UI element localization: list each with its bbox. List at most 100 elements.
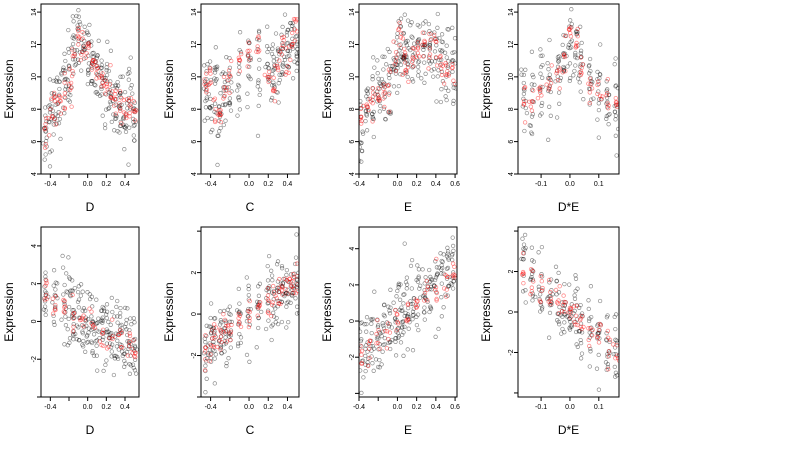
y-tick-label: 4: [349, 172, 356, 176]
fitted-point: [211, 344, 217, 350]
observed-point: [227, 304, 232, 309]
y-tick-label: -2: [191, 352, 198, 358]
observed-point: [245, 314, 250, 319]
observed-point: [123, 361, 128, 366]
observed-point: [391, 56, 396, 61]
observed-point: [236, 310, 242, 315]
observed-point: [202, 118, 207, 123]
observed-point: [359, 390, 364, 396]
observed-point: [109, 349, 114, 354]
fitted-point: [588, 82, 593, 87]
observed-point: [445, 284, 451, 289]
observed-point: [90, 320, 95, 325]
observed-point: [218, 91, 223, 96]
observed-point: [107, 99, 113, 105]
observed-point: [290, 293, 295, 299]
fitted-point: [131, 338, 136, 343]
observed-point: [285, 54, 290, 59]
observed-point: [377, 81, 383, 87]
fitted-point: [439, 61, 444, 67]
fitted-point: [265, 293, 271, 298]
fitted-point: [62, 94, 67, 100]
observed-point: [613, 113, 619, 118]
observed-point: [410, 348, 416, 353]
observed-point: [274, 62, 280, 67]
observed-point: [246, 286, 251, 292]
observed-point: [421, 54, 426, 59]
observed-point: [440, 39, 446, 45]
fitted-point: [104, 346, 110, 351]
observed-point: [605, 354, 610, 359]
observed-point: [571, 311, 576, 316]
observed-point: [236, 286, 241, 292]
observed-point: [573, 63, 578, 68]
observed-point: [275, 288, 280, 293]
observed-point: [255, 299, 260, 304]
observed-point: [279, 72, 284, 77]
observed-point: [578, 340, 584, 346]
fitted-point: [43, 126, 48, 131]
observed-point: [285, 28, 290, 33]
observed-point: [71, 33, 76, 38]
observed-point: [615, 126, 619, 132]
observed-point: [67, 64, 72, 69]
observed-point: [220, 102, 226, 107]
observed-point: [388, 305, 393, 310]
observed-point: [605, 362, 611, 367]
observed-point: [580, 314, 585, 319]
observed-point: [125, 106, 130, 111]
observed-point: [76, 60, 82, 65]
observed-point: [425, 284, 430, 289]
observed-point: [446, 283, 452, 289]
observed-point: [382, 84, 387, 90]
fitted-point: [90, 58, 96, 63]
x-tick-label: -0.4: [44, 404, 56, 411]
observed-point: [227, 101, 233, 106]
y-tick-label: 2: [508, 269, 515, 273]
observed-point: [104, 68, 109, 73]
x-tick-label: 0.1: [594, 404, 604, 411]
observed-point: [275, 285, 280, 290]
observed-point: [445, 293, 450, 298]
observed-point: [569, 314, 574, 319]
observed-point: [66, 63, 72, 68]
x-tick-label: 0.4: [431, 181, 441, 188]
observed-point: [409, 20, 414, 25]
observed-point: [404, 286, 409, 291]
fitted-point: [586, 326, 591, 331]
observed-point: [83, 318, 88, 324]
observed-point: [132, 368, 138, 373]
observed-point: [131, 337, 136, 342]
observed-point: [255, 302, 261, 308]
fitted-point: [276, 301, 281, 306]
observed-point: [545, 61, 550, 66]
observed-point: [68, 293, 73, 299]
observed-point: [521, 80, 526, 86]
observed-point: [402, 241, 407, 246]
observed-point: [90, 350, 95, 356]
observed-point: [269, 95, 275, 101]
observed-point: [91, 54, 96, 60]
observed-point: [71, 308, 76, 313]
observed-point: [448, 281, 453, 286]
observed-point: [201, 351, 207, 356]
observed-point: [132, 100, 137, 105]
observed-point: [71, 332, 76, 337]
observed-point: [92, 59, 98, 64]
fitted-point: [84, 51, 89, 56]
observed-point: [274, 89, 279, 95]
fitted-point: [401, 55, 407, 60]
observed-point: [227, 334, 232, 339]
fitted-point: [255, 44, 260, 49]
observed-point: [445, 63, 451, 68]
observed-point: [401, 56, 406, 61]
observed-point: [567, 325, 572, 331]
observed-point: [211, 330, 217, 336]
observed-point: [540, 84, 545, 90]
observed-point: [108, 331, 113, 336]
observed-point: [410, 317, 415, 322]
observed-point: [386, 324, 392, 329]
observed-point: [363, 109, 369, 114]
fitted-point: [402, 50, 408, 55]
observed-point: [269, 290, 275, 295]
